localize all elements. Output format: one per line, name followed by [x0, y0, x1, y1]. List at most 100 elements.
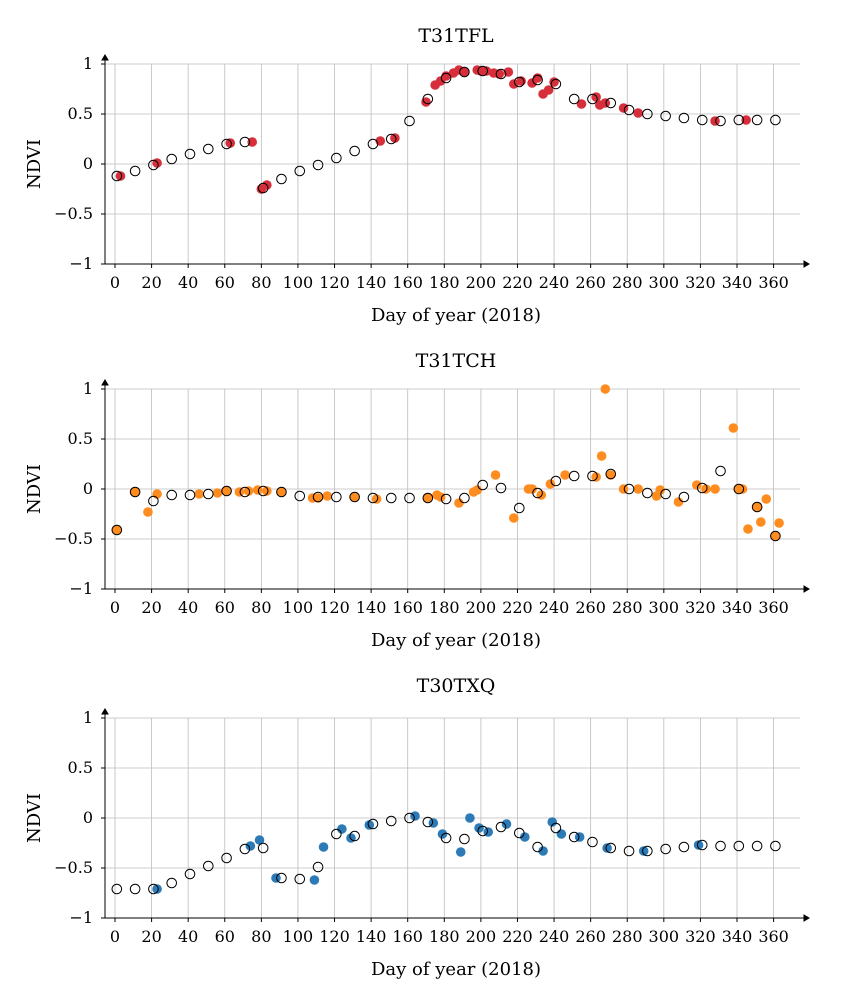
filled-point	[152, 158, 162, 168]
series-filled	[112, 384, 784, 541]
open-point	[221, 852, 232, 864]
open-point	[660, 843, 671, 855]
filled-point	[194, 489, 204, 499]
x-tick-label: 340	[722, 927, 753, 946]
grid-lines	[105, 717, 800, 919]
filled-point	[481, 66, 492, 76]
open-point	[385, 133, 397, 145]
y-axis-arrow	[101, 54, 109, 61]
open-point	[184, 148, 196, 160]
filled-point	[549, 77, 559, 87]
open-point	[276, 872, 287, 884]
y-tick-label: 1	[83, 54, 93, 73]
filled-point	[519, 832, 530, 842]
filled-point	[743, 524, 753, 534]
x-tick-label: 280	[612, 598, 643, 617]
x-tick-label: 240	[539, 273, 570, 292]
x-tick-label: 20	[141, 598, 161, 617]
open-point	[642, 108, 653, 120]
open-point	[642, 487, 653, 499]
filled-point	[501, 819, 512, 829]
open-point	[459, 833, 470, 845]
series-open	[111, 465, 781, 542]
x-axis-label: Day of year (2018)	[371, 630, 541, 651]
open-point	[696, 482, 708, 494]
open-point	[532, 487, 543, 499]
y-tick-label: −1	[69, 908, 93, 927]
open-point	[550, 78, 562, 90]
filled-point	[527, 484, 537, 494]
open-point	[203, 860, 214, 872]
open-point	[148, 159, 159, 171]
open-point	[111, 524, 123, 536]
x-tick-label: 80	[251, 273, 271, 292]
axes	[101, 379, 810, 593]
x-tick-label: 320	[685, 598, 716, 617]
x-tick-label: 60	[215, 927, 235, 946]
filled-point	[410, 811, 420, 821]
filled-point	[655, 485, 665, 495]
open-point	[312, 159, 324, 171]
filled-point	[602, 843, 612, 853]
filled-point	[455, 847, 466, 857]
y-axis-label: NDVI	[24, 793, 45, 843]
open-point	[184, 868, 196, 880]
x-tick-label: 340	[722, 273, 753, 292]
x-tick-label: 100	[283, 598, 314, 617]
open-point	[257, 485, 269, 497]
filled-point	[618, 103, 629, 113]
x-tick-label: 160	[392, 273, 423, 292]
filled-point	[538, 846, 548, 856]
x-tick-label: 180	[429, 927, 460, 946]
x-tick-label: 160	[392, 598, 423, 617]
filled-point	[755, 517, 766, 527]
filled-point	[423, 493, 433, 503]
filled-point	[221, 486, 232, 496]
chart-panel-3: 0 20 40 60 80 100 120 140 160 180 200 220 240 260 280 3…	[24, 675, 810, 980]
filled-point	[591, 472, 601, 482]
filled-point	[710, 116, 720, 126]
open-point	[605, 468, 617, 480]
series-filled	[152, 811, 704, 894]
filled-point	[276, 487, 287, 497]
filled-point	[545, 479, 556, 489]
y-axis-label: NDVI	[24, 139, 45, 189]
x-tick-label: 80	[251, 598, 271, 617]
open-point	[751, 840, 763, 852]
open-point	[221, 138, 232, 150]
open-point	[331, 152, 342, 164]
filled-point	[271, 873, 281, 883]
y-tick-label: 0.5	[68, 429, 93, 448]
open-point	[532, 74, 543, 86]
open-point	[459, 492, 470, 504]
open-point	[514, 827, 525, 839]
filled-point	[691, 480, 702, 490]
filled-point	[770, 531, 781, 541]
filled-point	[465, 813, 475, 823]
filled-point	[349, 492, 360, 502]
open-point	[660, 110, 671, 122]
x-tick-label: 60	[215, 273, 235, 292]
open-point	[312, 861, 324, 873]
open-point	[349, 145, 360, 157]
open-point	[514, 76, 525, 88]
x-tick-label: 80	[251, 927, 271, 946]
open-point	[129, 486, 141, 498]
filled-point	[245, 841, 256, 851]
y-axis-arrow	[101, 708, 109, 715]
open-point	[495, 821, 507, 833]
open-point	[623, 845, 635, 857]
open-point	[477, 825, 489, 837]
open-point	[440, 72, 452, 84]
open-point	[331, 828, 342, 840]
filled-point	[212, 488, 223, 498]
x-tick-label: 40	[178, 598, 198, 617]
x-tick-label: 300	[649, 598, 680, 617]
open-point	[495, 482, 507, 494]
open-point	[623, 104, 635, 116]
axes	[101, 54, 810, 268]
y-axis-arrow	[101, 379, 109, 386]
filled-point	[737, 484, 748, 494]
x-tick-label: 300	[649, 927, 680, 946]
x-axis-arrow	[803, 914, 810, 922]
